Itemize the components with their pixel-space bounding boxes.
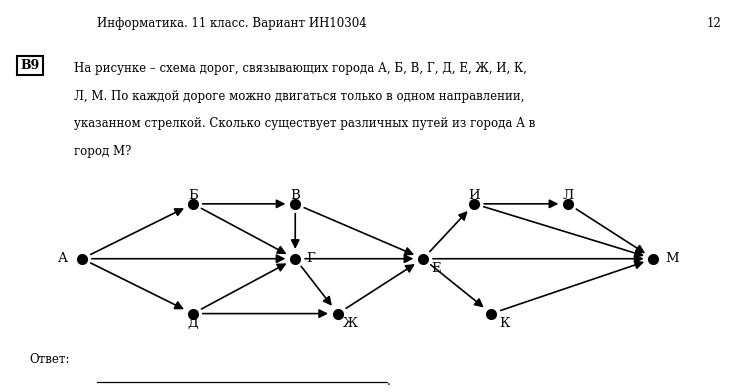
Text: .: .: [387, 375, 391, 388]
Text: город М?: город М?: [74, 145, 132, 158]
Text: К: К: [499, 317, 510, 330]
Text: 12: 12: [707, 17, 722, 30]
Text: указанном стрелкой. Сколько существует различных путей из города А в: указанном стрелкой. Сколько существует р…: [74, 117, 536, 130]
Text: Е: Е: [432, 262, 440, 275]
Text: В: В: [290, 189, 300, 202]
Text: И: И: [469, 189, 480, 202]
Text: B9: B9: [20, 59, 39, 73]
Text: М: М: [665, 252, 679, 265]
Text: Ответ:: Ответ:: [30, 352, 70, 366]
Text: Информатика. 11 класс. Вариант ИН10304: Информатика. 11 класс. Вариант ИН10304: [97, 17, 367, 30]
Text: Л: Л: [562, 189, 574, 202]
Text: А: А: [58, 252, 68, 265]
Text: На рисунке – схема дорог, связывающих города А, Б, В, Г, Д, Е, Ж, И, К,: На рисунке – схема дорог, связывающих го…: [74, 62, 527, 75]
Text: Б: Б: [188, 189, 198, 202]
Text: Л, М. По каждой дороге можно двигаться только в одном направлении,: Л, М. По каждой дороге можно двигаться т…: [74, 90, 525, 103]
Text: Д: Д: [187, 317, 198, 330]
Text: Ж: Ж: [343, 317, 358, 330]
Text: Г: Г: [307, 252, 315, 265]
